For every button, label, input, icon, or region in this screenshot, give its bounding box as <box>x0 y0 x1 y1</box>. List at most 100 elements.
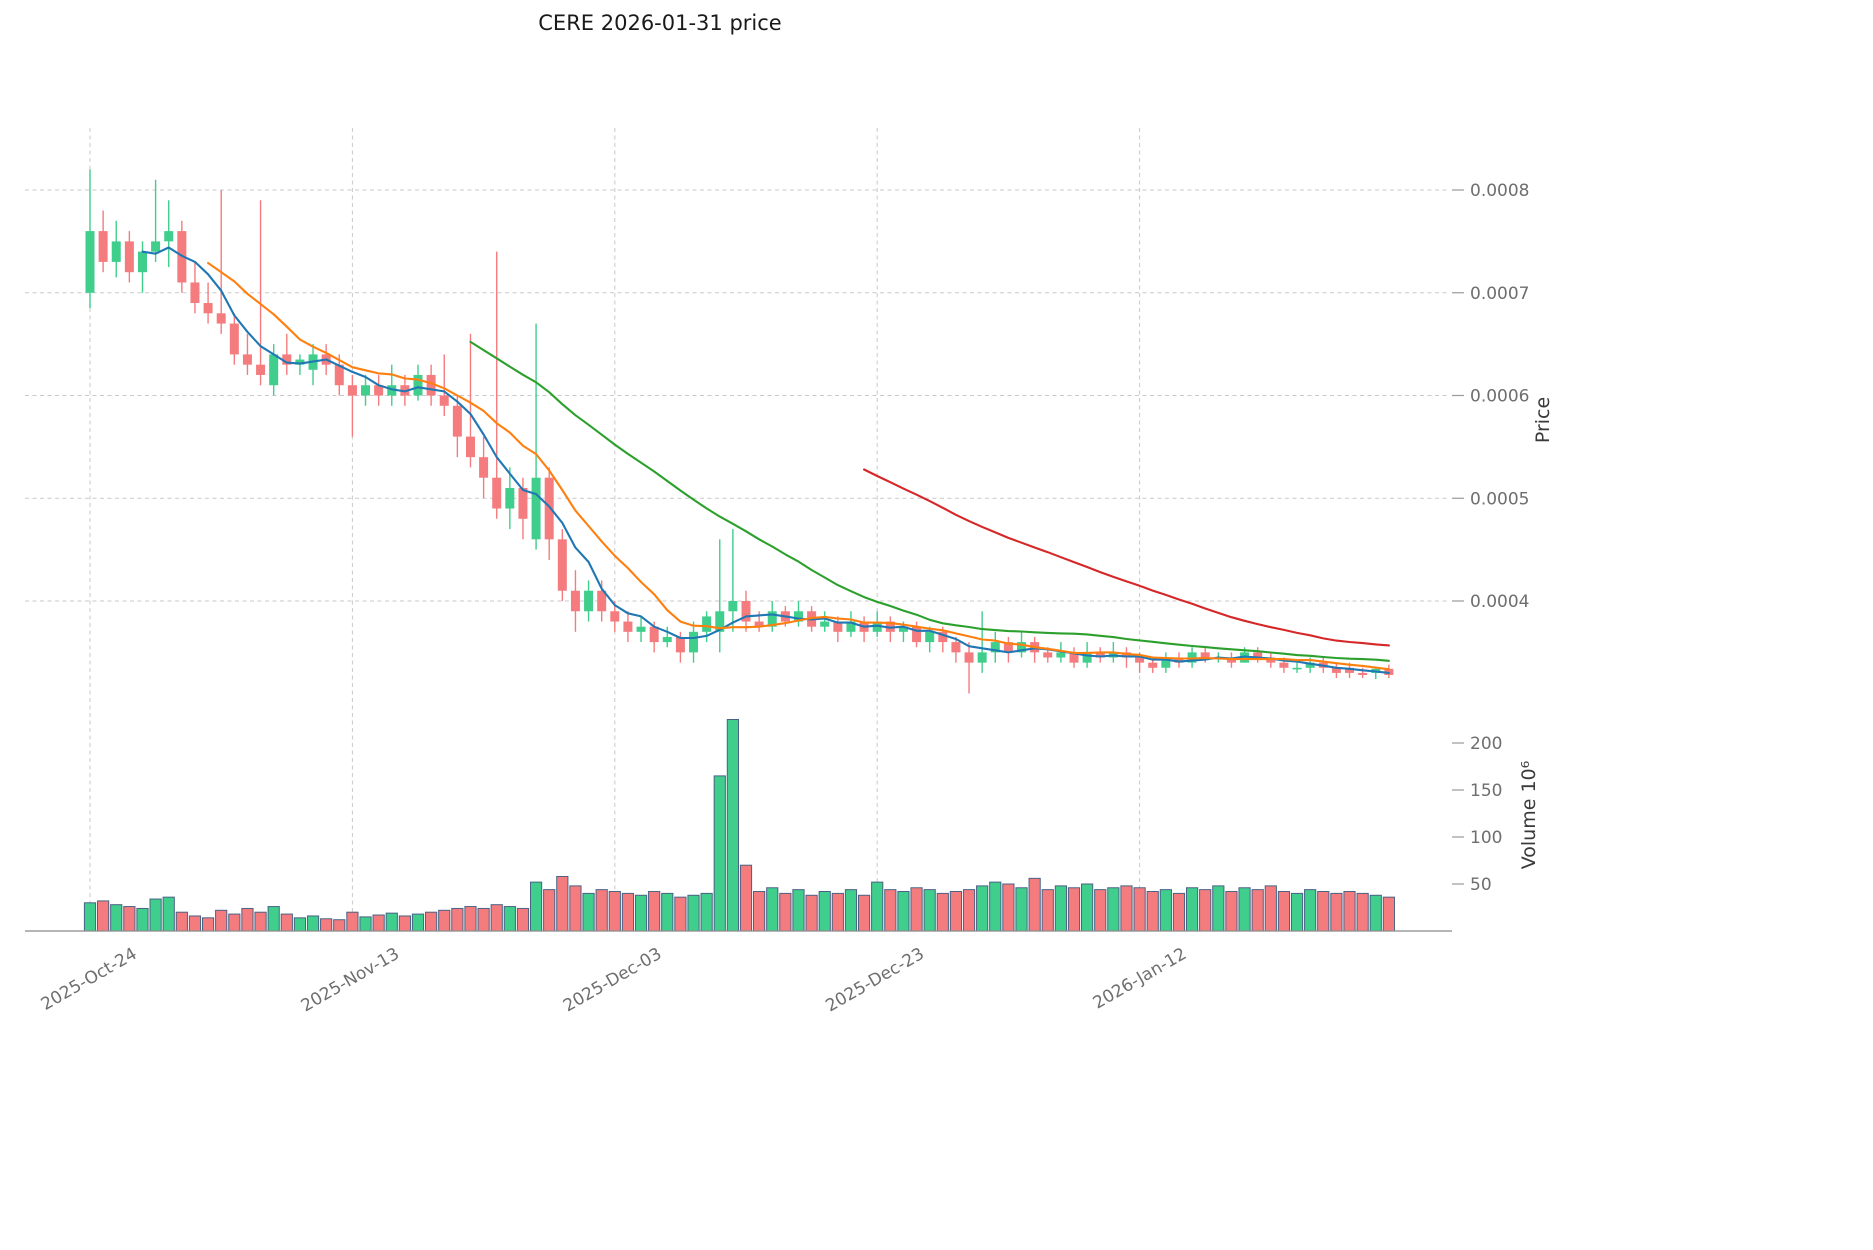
volume-bar <box>661 892 674 932</box>
candle-body <box>1003 642 1013 653</box>
candle-body <box>754 621 764 627</box>
volume-bar <box>1107 887 1120 932</box>
volume-bar <box>175 911 188 932</box>
candle-body <box>426 374 436 396</box>
volume-bar <box>1028 877 1041 932</box>
volume-bar <box>713 775 726 932</box>
candle-body <box>229 323 239 355</box>
candle-body <box>1043 652 1053 658</box>
candle-body <box>964 652 974 663</box>
candle-body <box>452 405 462 437</box>
candle-body <box>728 601 738 612</box>
volume-bar <box>1094 889 1107 932</box>
volume-bar <box>293 917 307 932</box>
volume-bar <box>503 906 516 932</box>
candle-body <box>1292 667 1302 670</box>
candle-body <box>1082 652 1092 663</box>
volume-bar <box>844 889 858 932</box>
volume-bar <box>569 885 582 932</box>
volume-bar <box>910 887 923 932</box>
volume-bar <box>1015 887 1028 932</box>
volume-bar <box>1264 885 1277 932</box>
volume-bar <box>779 892 792 932</box>
volume-bar <box>267 906 280 932</box>
volume-bars-layer <box>83 719 1395 932</box>
volume-bar <box>385 912 398 932</box>
candle-body <box>1200 652 1210 658</box>
volume-bar <box>1185 887 1199 932</box>
candle-body <box>1148 662 1158 668</box>
volume-bar <box>529 881 543 932</box>
candle-body <box>492 477 502 509</box>
candle-body <box>977 652 987 663</box>
candle-body <box>1345 667 1355 673</box>
candle-body <box>1279 662 1289 668</box>
volume-bar <box>110 904 123 932</box>
candle-body <box>1331 667 1341 673</box>
candle-body <box>465 436 475 458</box>
candle-body <box>413 374 423 396</box>
candle-body <box>990 642 1000 653</box>
volume-bar <box>149 898 162 932</box>
candle-body <box>898 626 908 632</box>
price-tick-label: 0.0005 <box>1470 489 1529 509</box>
volume-bar <box>923 889 936 932</box>
grid-layer <box>25 128 1448 931</box>
candle-body <box>702 616 712 632</box>
volume-bar <box>857 894 871 932</box>
volume-bar <box>490 904 503 932</box>
candle-body <box>518 487 528 519</box>
volume-bar <box>516 907 530 932</box>
candle-body <box>347 385 357 396</box>
ma-line-60 <box>863 468 1390 647</box>
volume-bar <box>1382 896 1395 932</box>
date-tick-label: 2025-Dec-03 <box>560 944 665 1016</box>
price-tick-label: 0.0008 <box>1470 181 1529 201</box>
candle-body <box>846 621 856 632</box>
volume-bar <box>1238 887 1251 932</box>
candle-body <box>269 354 279 386</box>
candle-body <box>1358 672 1368 675</box>
volume-bar <box>372 914 385 932</box>
volume-bar <box>595 889 608 932</box>
volume-bar <box>831 892 844 932</box>
candle-body <box>938 631 948 643</box>
candle-body <box>190 282 200 304</box>
ma-line-5 <box>141 246 1390 674</box>
volume-bar <box>241 907 254 932</box>
candle-body <box>1253 652 1263 658</box>
volume-bar <box>739 864 753 932</box>
volume-bar <box>634 894 648 932</box>
volume-bar <box>123 906 136 932</box>
volume-bar <box>83 902 97 932</box>
candle-body <box>636 626 646 632</box>
volume-bar <box>1146 891 1159 932</box>
moving-average-layer <box>141 246 1390 674</box>
price-tick-label: 0.0006 <box>1470 387 1529 407</box>
volume-bar <box>398 915 411 932</box>
axis-ticks <box>1452 189 1464 885</box>
candle-body <box>584 590 594 612</box>
volume-bar <box>989 881 1002 932</box>
candle-body <box>479 457 489 478</box>
volume-bar <box>884 889 897 932</box>
volume-bar <box>1172 892 1186 932</box>
volume-tick-label: 50 <box>1470 875 1492 895</box>
volume-bar <box>320 918 333 932</box>
candle-body <box>623 621 633 632</box>
volume-tick-label: 100 <box>1470 828 1502 848</box>
candle-body <box>361 385 371 396</box>
candle-body <box>951 642 961 653</box>
volume-bar <box>425 911 438 932</box>
volume-tick-label: 200 <box>1470 734 1502 754</box>
candle-body <box>242 354 252 365</box>
volume-bar <box>1304 889 1317 932</box>
volume-bar <box>936 892 949 932</box>
volume-bar <box>674 896 687 932</box>
volume-bar <box>1199 889 1212 932</box>
volume-bar <box>792 889 805 932</box>
candle-body <box>767 611 777 627</box>
candle-body <box>557 539 567 591</box>
candle-body <box>295 359 305 365</box>
candle-body <box>111 241 121 262</box>
